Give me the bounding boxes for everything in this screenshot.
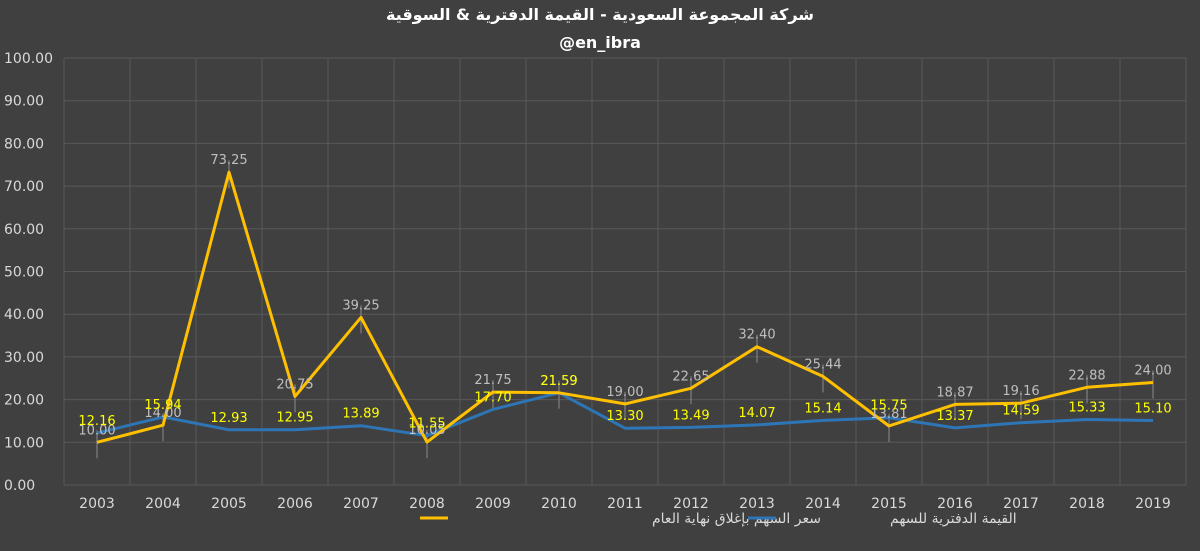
y-tick-label: 30.00: [4, 350, 44, 366]
legend-label-book: القيمة الدفترية للسهم: [890, 511, 1017, 527]
x-tick-label: 2014: [805, 496, 841, 512]
price-data-label: 19.16: [1002, 384, 1039, 399]
book-value-data-label: 15.33: [1068, 401, 1105, 416]
x-axis: 2003 2004 2005 2006 2007 2008 2009 2010 2011 2012…: [79, 496, 1171, 512]
book-value-data-label: 13.37: [936, 409, 973, 424]
book-value-data-label: 15.94: [144, 398, 181, 413]
book-value-data-label: 15.10: [1134, 402, 1171, 417]
legend-label-price: سعر السهم بإغلاق نهاية العام: [652, 511, 821, 527]
x-tick-label: 2003: [79, 496, 115, 512]
x-tick-label: 2015: [871, 496, 907, 512]
book-value-data-label: 21.59: [540, 374, 577, 389]
x-tick-label: 2010: [541, 496, 577, 512]
x-tick-label: 2006: [277, 496, 313, 512]
price-data-label: 14.00: [144, 406, 181, 421]
grid: [63, 57, 1187, 486]
book-value-data-label: 15.14: [804, 401, 841, 416]
y-tick-label: 50.00: [4, 265, 44, 281]
chart-subtitle: @en_ibra: [559, 33, 641, 52]
price-data-label: 13.81: [870, 407, 907, 422]
book-value-data-label: 12.95: [276, 411, 313, 426]
y-tick-label: 100.00: [4, 51, 53, 67]
x-tick-label: 2017: [1003, 496, 1039, 512]
x-tick-label: 2012: [673, 496, 709, 512]
price-data-label: 20.75: [276, 377, 313, 392]
price-data-label: 10.00: [78, 423, 115, 438]
book-value-data-label: 12.16: [78, 414, 115, 429]
book-value-data-label: 15.75: [870, 399, 907, 414]
y-tick-label: 60.00: [4, 222, 44, 238]
price-data-label: 19.00: [606, 385, 643, 400]
chart-title: شركة المجموعة السعودية - القيمة الدفترية…: [386, 5, 814, 24]
x-tick-label: 2004: [145, 496, 181, 512]
price-data-label: 32.40: [738, 328, 775, 343]
price-data-label: 21.59: [540, 374, 577, 389]
book-value-data-label: 17.70: [474, 390, 511, 405]
x-tick-label: 2016: [937, 496, 973, 512]
x-tick-label: 2009: [475, 496, 511, 512]
legend: سعر السهم بإغلاق نهاية العام القيمة الدف…: [420, 511, 1017, 527]
price-series-line: [96, 170, 1154, 444]
y-tick-label: 90.00: [4, 94, 44, 110]
price-data-label: 18.87: [936, 385, 973, 400]
x-tick-label: 2005: [211, 496, 247, 512]
x-tick-label: 2018: [1069, 496, 1105, 512]
book-value-data-label: 12.93: [210, 411, 247, 426]
price-data-label: 21.75: [474, 373, 511, 388]
series: [96, 160, 1154, 459]
book-value-data-label: 13.30: [606, 409, 643, 424]
price-data-label: 25.44: [804, 357, 841, 372]
y-tick-label: 70.00: [4, 179, 44, 195]
x-tick-label: 2019: [1135, 496, 1171, 512]
y-tick-label: 20.00: [4, 393, 44, 409]
x-tick-label: 2011: [607, 496, 643, 512]
book-value-data-label: 14.07: [738, 406, 775, 421]
price-data-label: 39.25: [342, 298, 379, 313]
x-tick-label: 2013: [739, 496, 775, 512]
book-value-data-label: 11.55: [408, 417, 445, 432]
price-data-label: 73.25: [210, 153, 247, 168]
y-tick-label: 40.00: [4, 307, 44, 323]
book-value-series-line: [96, 391, 1154, 438]
y-tick-label: 0.00: [4, 478, 35, 494]
y-tick-label: 10.00: [4, 435, 44, 451]
x-tick-label: 2007: [343, 496, 379, 512]
price-data-label: 24.00: [1134, 364, 1171, 379]
book-value-data-label: 14.59: [1002, 404, 1039, 419]
book-value-data-label: 13.89: [342, 407, 379, 422]
book-value-data-label: 13.49: [672, 408, 709, 423]
y-axis: 0.00 10.00 20.00 30.00 40.00 50.00 60.00 70.00 8…: [4, 51, 53, 494]
x-tick-label: 2008: [409, 496, 445, 512]
data-labels: 10.00 14.00 73.25 20.75 39.25 10.05 21.75 21.59…: [78, 153, 1171, 438]
price-data-label: 22.88: [1068, 368, 1105, 383]
price-data-label: 22.65: [672, 369, 709, 384]
price-data-label: 10.05: [408, 423, 445, 438]
y-tick-label: 80.00: [4, 136, 44, 152]
